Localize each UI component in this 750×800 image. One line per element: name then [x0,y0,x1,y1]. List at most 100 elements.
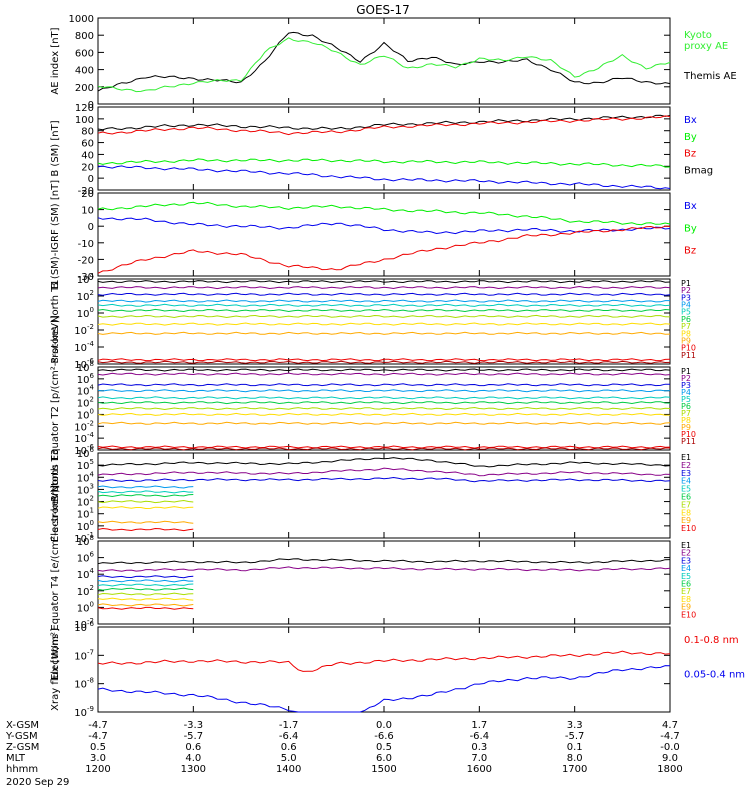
y-tick-exp: 6 [90,372,95,380]
axis-row-value: 1600 [467,764,492,775]
series-line [97,558,671,565]
series-line [97,217,671,235]
y-tick-exp: 0 [90,600,94,608]
axis-row-value: 4.0 [185,753,201,764]
legend-entry: Kyoto [684,30,712,41]
legend-entry: P2 [681,374,691,383]
y-tick-label: 10-7 [74,648,94,662]
legend-entry: E10 [681,524,696,533]
legend-entry: P5 [681,308,691,317]
axis-row-value: -4.7 [660,731,680,742]
y-tick-exp: -6 [87,620,95,628]
series-line [97,597,194,601]
axis-row-value: 1200 [85,764,110,775]
y-tick-exp: 6 [90,446,95,454]
legend-entry: P11 [681,351,696,360]
y-tick-exp: 2 [90,495,94,503]
legend-entry: E5 [681,485,691,494]
series-line [97,383,671,387]
legend-entry: E3 [681,469,691,478]
axis-row-value: 0.5 [90,742,106,753]
panel-frame [97,17,671,105]
y-tick-label: 40 [81,150,94,161]
y-tick-exp: 8 [90,534,94,542]
axis-row-value: 7.0 [471,753,487,764]
y-tick-exp: 4 [90,567,95,575]
y-tick-label: 104 [77,567,95,581]
panel-frame [97,192,671,277]
y-axis-label: Protons Equator T2 [p/(cm²-s-sr-keV)] [50,315,61,502]
axis-row-value: 6.0 [376,753,392,764]
legend-entry: Themis AE [683,71,737,82]
y-tick-exp: -6 [87,357,95,365]
panel-7: 1 0 -2 100 102 104 106 108 Electrons Equator T4 … [50,485,696,680]
legend-entry: E1 [681,453,691,462]
axis-row-label: Y-GSM [5,731,38,742]
series-line [97,358,671,362]
axis-row-value: -5.7 [565,731,585,742]
y-tick-exp: -2 [87,323,94,331]
legend-entry: P4 [681,388,691,397]
axis-row-value: 9.0 [662,753,678,764]
y-tick-exp: 0 [90,306,94,314]
y-tick-exp: -6 [87,443,95,451]
series-line [97,280,671,284]
y-tick-label: 106 [77,551,95,565]
legend-entry: Bx [684,115,697,126]
date-label: 2020 Sep 29 [6,777,69,788]
axis-row-value: 1500 [371,764,396,775]
y-tick-exp: -8 [87,677,94,685]
series-line [97,583,194,587]
axis-row-value: -1.7 [279,720,299,731]
axis-row-value: 0.6 [185,742,201,753]
y-tick-exp: 2 [90,584,94,592]
legend-entry: 0.1-0.8 nm [684,635,739,646]
axis-row-label: MLT [6,753,26,764]
legend-entry: E9 [681,603,691,612]
legend-entry: E4 [681,477,691,486]
series-line [97,314,671,319]
series-line [97,389,671,393]
axis-row-value: -5.7 [184,731,204,742]
legend-entry: E10 [681,610,696,619]
series-line [97,421,671,425]
legend-entry: By [684,223,697,234]
series-line [97,603,194,607]
series-line [97,225,671,274]
y-tick-exp: 0 [90,519,94,527]
y-tick-label: 10-4 [74,340,94,354]
y-tick-label: -10 [78,239,94,250]
axis-row-value: 1700 [562,764,587,775]
series-line [97,292,671,296]
axis-row-value: 1.7 [471,720,487,731]
axis-row-value: 1400 [276,764,301,775]
axis-row-value: -6.6 [374,731,394,742]
y-tick-label: 10-6 [74,620,94,634]
series-line [97,467,671,477]
legend-entry: E2 [681,549,691,558]
y-tick-exp: 2 [90,396,94,404]
y-tick-label: 600 [75,48,94,59]
y-tick-label: -30 [78,272,94,283]
y-tick-exp: 6 [90,551,95,559]
series-line [97,485,194,489]
axis-row-value: 0.1 [567,742,583,753]
legend-entry: P7 [681,409,691,418]
series-line [97,476,671,483]
series-line [97,650,671,672]
series-line [97,506,194,510]
axis-row-value: 0.5 [376,742,392,753]
legend-entry: P10 [681,430,696,439]
legend-entry: P4 [681,301,691,310]
axis-row-value: -6.4 [279,731,299,742]
y-tick-label: 1000 [69,14,94,25]
series-line [97,490,194,494]
legend-entry: E1 [681,541,691,550]
y-tick-label: 60 [81,139,94,150]
series-line [97,303,671,307]
series-line [97,114,671,131]
series-line [97,587,194,591]
